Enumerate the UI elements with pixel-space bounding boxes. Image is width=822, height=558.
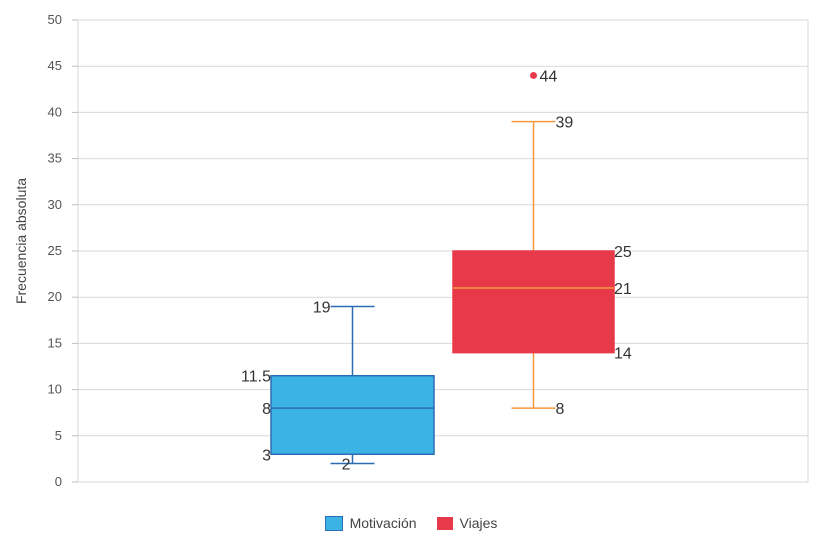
y-tick-label: 35 — [48, 151, 62, 166]
box-group-viajes: 44 39 25 21 14 8 — [452, 68, 632, 418]
box-series: 19 11.5 8 3 2 44 39 25 21 14 8 — [241, 68, 632, 473]
box-group-motivacion: 19 11.5 8 3 2 — [241, 299, 435, 474]
y-tick-label: 25 — [48, 243, 62, 258]
median-label: 21 — [614, 281, 632, 298]
y-tick-label: 10 — [48, 382, 62, 397]
min-label: 8 — [556, 401, 565, 418]
y-axis-label: Frecuencia absoluta — [13, 178, 29, 304]
y-tick-label: 15 — [48, 335, 62, 350]
median-label: 8 — [262, 401, 271, 418]
max-label: 39 — [556, 115, 574, 132]
outlier-label: 44 — [540, 68, 558, 85]
legend: Motivación Viajes — [0, 515, 822, 531]
box — [270, 374, 435, 456]
legend-item-motivacion: Motivación — [324, 515, 417, 531]
y-tick-label: 30 — [48, 197, 62, 212]
y-tick-label: 45 — [48, 58, 62, 73]
y-axis-ticks: 0 5 10 15 20 25 30 35 40 45 50 — [48, 12, 78, 489]
grid-lines — [77, 19, 809, 483]
y-tick-label: 0 — [55, 474, 62, 489]
legend-item-viajes: Viajes — [436, 515, 498, 531]
box — [452, 250, 615, 354]
q3-label: 11.5 — [241, 369, 271, 386]
y-tick-label: 50 — [48, 12, 62, 27]
legend-label-motivacion: Motivación — [349, 515, 417, 531]
max-label: 19 — [313, 299, 331, 316]
legend-label-viajes: Viajes — [459, 515, 498, 531]
min-label: 2 — [342, 457, 351, 474]
q3-label: 25 — [614, 244, 632, 261]
y-tick-label: 5 — [55, 428, 62, 443]
y-tick-label: 40 — [48, 104, 62, 119]
q1-label: 14 — [614, 346, 632, 363]
outlier-point — [530, 71, 537, 79]
legend-swatch-viajes — [436, 516, 453, 530]
y-tick-label: 20 — [48, 289, 62, 304]
q1-label: 3 — [262, 447, 271, 464]
legend-swatch-motivacion — [324, 515, 343, 531]
